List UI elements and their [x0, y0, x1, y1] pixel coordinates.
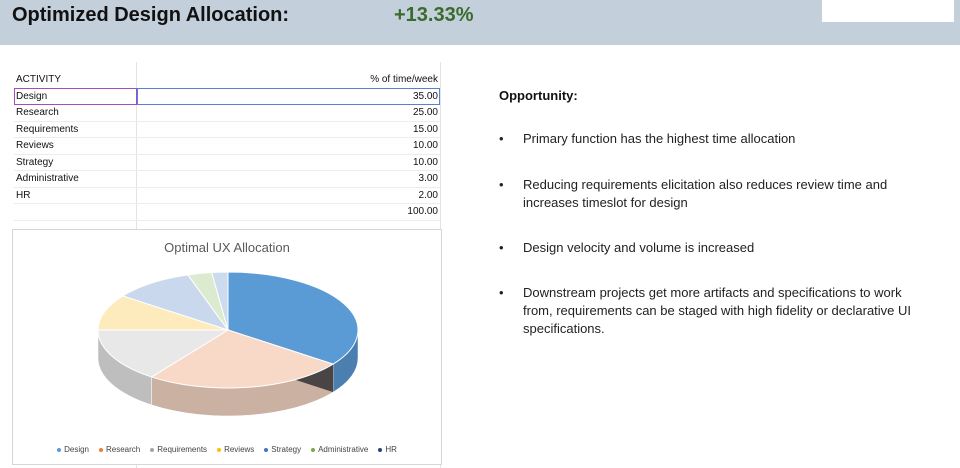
legend-label: Reviews: [224, 445, 255, 454]
header-activity: ACTIVITY: [14, 72, 137, 89]
legend-dot: [264, 447, 269, 452]
pie-slice-reviews: [97, 295, 229, 331]
cell-total[interactable]: 100.00: [136, 203, 440, 221]
legend-label: Administrative: [318, 445, 369, 454]
legend-dot: [57, 447, 62, 452]
bullet-item: Design velocity and volume is increased: [498, 239, 928, 257]
table-row[interactable]: Reviews 10.00: [14, 137, 440, 155]
pie-slice-requirements: [97, 329, 230, 378]
cell-value[interactable]: 3.00: [136, 170, 440, 188]
pie-svg: [97, 271, 359, 417]
legend-label: Requirements: [157, 445, 208, 454]
pie-chart[interactable]: Optimal UX Allocation Design Research Requ…: [12, 229, 442, 465]
table-row[interactable]: Requirements 15.00: [14, 121, 440, 138]
legend-item-administrative: Administrative: [311, 445, 368, 454]
table-row[interactable]: Research 25.00: [14, 104, 440, 122]
page-title: Optimized Design Allocation:: [12, 4, 290, 26]
cell-activity[interactable]: HR: [14, 187, 137, 204]
legend-label: HR: [385, 445, 397, 454]
legend-dot: [150, 447, 155, 452]
cell-value[interactable]: 10.00: [136, 154, 440, 171]
pie-slice-design: [227, 271, 359, 365]
legend-item-requirements: Requirements: [150, 445, 207, 454]
legend-label: Design: [64, 445, 89, 454]
cell-value[interactable]: 10.00: [136, 137, 440, 155]
logo-placeholder: [822, 0, 954, 22]
pie-slice-research: [150, 329, 335, 389]
bullet-item: Reducing requirements elicitation also r…: [498, 176, 928, 212]
table-row[interactable]: Strategy 10.00: [14, 154, 440, 171]
legend-dot: [217, 447, 222, 452]
legend-dot: [99, 447, 103, 452]
cell-activity[interactable]: Strategy: [14, 154, 137, 171]
legend-item-reviews: Reviews: [217, 445, 254, 454]
pie-slice-strategy: [121, 274, 230, 331]
opportunity-heading: Opportunity:: [499, 88, 578, 103]
cell-activity[interactable]: Reviews: [14, 137, 137, 155]
legend-label: Strategy: [271, 445, 302, 454]
legend-item-strategy: Strategy: [264, 445, 301, 454]
legend-dot: [378, 447, 383, 452]
cell-activity[interactable]: Administrative: [14, 170, 137, 188]
legend-label: Research: [106, 445, 141, 454]
table-row[interactable]: Administrative 3.00: [14, 170, 440, 188]
table-row[interactable]: HR 2.00: [14, 187, 440, 204]
cell-empty[interactable]: [14, 203, 137, 221]
legend-dot: [311, 447, 316, 452]
header-percent: % of time/week: [136, 72, 440, 89]
table-header-row: ACTIVITY % of time/week: [14, 72, 440, 89]
legend-item-hr: HR: [378, 445, 397, 454]
table-row[interactable]: Design 35.00: [14, 88, 440, 105]
spreadsheet: ACTIVITY % of time/week Design 35.00 Res…: [0, 62, 448, 468]
chart-title: Optimal UX Allocation: [164, 240, 290, 255]
opportunity-list: Primary function has the highest time al…: [498, 130, 928, 338]
gain-value: +13.33%: [394, 4, 474, 26]
bullet-item: Primary function has the highest time al…: [498, 130, 928, 148]
bullet-item: Downstream projects get more artifacts a…: [498, 284, 928, 338]
allocation-table: ACTIVITY % of time/week Design 35.00 Res…: [14, 72, 440, 221]
legend-item-research: Research: [99, 445, 140, 454]
cell-value[interactable]: 35.00: [136, 88, 440, 105]
cell-value[interactable]: 15.00: [136, 121, 440, 138]
cell-value[interactable]: 2.00: [136, 187, 440, 204]
cell-value[interactable]: 25.00: [136, 104, 440, 122]
cell-activity[interactable]: Research: [14, 104, 137, 122]
chart-legend: Design Research Requirements Reviews Strateg…: [13, 445, 441, 454]
table-total-row[interactable]: 100.00: [14, 203, 440, 221]
cell-activity[interactable]: Design: [14, 88, 137, 105]
cell-activity[interactable]: Requirements: [14, 121, 137, 138]
legend-item-design: Design: [57, 445, 89, 454]
title-bar: Optimized Design Allocation: +13.33%: [0, 0, 960, 45]
pie-slice-hr: [211, 271, 229, 331]
